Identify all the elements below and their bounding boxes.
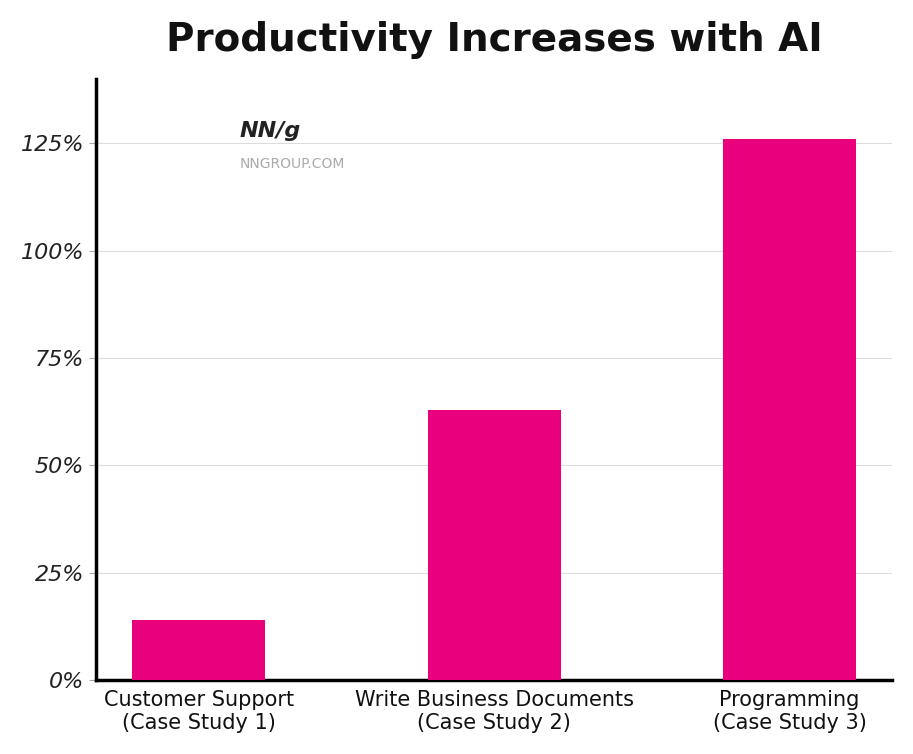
Title: Productivity Increases with AI: Productivity Increases with AI [166, 21, 823, 59]
Bar [427, 409, 561, 680]
Bar [723, 139, 856, 680]
Text: NN/g: NN/g [239, 121, 300, 141]
Text: NNGROUP.COM: NNGROUP.COM [239, 157, 345, 171]
Bar [132, 620, 266, 680]
